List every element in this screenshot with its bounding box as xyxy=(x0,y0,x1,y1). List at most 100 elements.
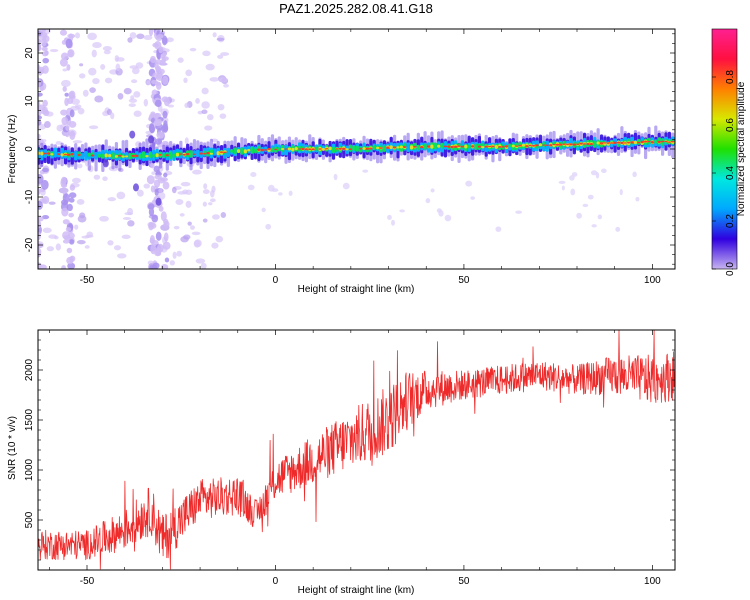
spectrogram-noise-blob xyxy=(200,262,207,269)
spectrogram-noise-blob xyxy=(136,189,144,197)
spectrogram-ridge-cell xyxy=(494,145,498,149)
spectrogram-noise-blob xyxy=(206,113,214,121)
spectrogram-noise-blob xyxy=(74,224,79,230)
spectrogram-noise-blob xyxy=(333,173,338,181)
spectrogram-noise-blob xyxy=(399,209,405,213)
spectrogram-noise-blob xyxy=(127,37,133,43)
spectrogram-ridge-cell xyxy=(549,144,553,147)
colorbar-tick-label: 0.2 xyxy=(725,214,736,228)
spectrogram-noise-blob xyxy=(77,163,83,169)
spectrogram-noise-column-blob xyxy=(38,120,42,126)
spectrogram-noise-blob xyxy=(182,189,189,195)
spectrogram-noise-column-blob xyxy=(147,203,155,210)
spectrogram-noise-blob xyxy=(444,214,452,222)
spectrogram-ridge-cell xyxy=(118,154,122,157)
spectrogram-ridge-cell xyxy=(121,155,125,158)
spectrogram-noise-blob xyxy=(104,77,113,84)
spectrogram-noise-column-blob xyxy=(69,130,76,141)
spectrogram-ridge-cell xyxy=(321,147,325,151)
spectrogram-ridge-cell xyxy=(477,145,481,148)
colorbar-tick-label: 0.0 xyxy=(725,262,736,276)
spectrogram-noise-blob xyxy=(220,212,227,218)
spectrogram-ridge-cell xyxy=(386,146,390,150)
spectrogram-noise-column-blob xyxy=(65,38,73,49)
spectrogram-ridge-cell xyxy=(572,143,576,146)
spectrogram-noise-column-blob xyxy=(38,29,46,33)
spectrogram-noise-blob xyxy=(209,198,216,203)
spectrogram-noise-blob xyxy=(117,92,124,100)
spectrogram-noise-blob xyxy=(212,32,217,38)
spectrogram-ridge-cell xyxy=(379,147,383,149)
spectrogram-noise-blob xyxy=(128,103,136,108)
spectrogram-noise-column-blob xyxy=(62,193,70,203)
spectrogram-noise-column-blob xyxy=(155,231,162,241)
snr-y-label: SNR (10 * v/v) xyxy=(7,416,18,480)
spectrogram-noise-column-blob xyxy=(65,125,70,131)
spectrogram-noise-blob xyxy=(202,189,210,195)
spectrogram-noise-blob xyxy=(91,49,97,58)
spectrogram-noise-blob xyxy=(133,110,142,117)
spectrogram-noise-blob xyxy=(615,226,621,232)
spectrogram-noise-column-blob xyxy=(38,231,41,241)
spectrogram-ridge-cell xyxy=(230,149,234,153)
spectrogram-noise-blob xyxy=(114,55,120,62)
spectrogram-ridge-cell xyxy=(454,145,458,148)
spectrogram-noise-blob xyxy=(217,103,225,111)
spectrogram-ridge-cell xyxy=(284,148,288,150)
spectrogram-feature-blob xyxy=(102,159,109,168)
spectrogram-ridge-cell xyxy=(613,141,617,144)
spectrogram-noise-column-blob xyxy=(60,52,69,61)
spectrogram-noise-blob xyxy=(582,203,589,208)
spectrogram-noise-column-blob xyxy=(69,239,75,245)
spectrogram-noise-column-blob xyxy=(164,257,170,263)
spectrogram-ridge-cell xyxy=(125,155,129,158)
spectrogram-noise-column-blob xyxy=(163,172,168,178)
spectrogram-ridge-cell xyxy=(644,140,648,143)
spectrogram-ridge-cell xyxy=(203,153,207,155)
spectrogram-noise-column-blob xyxy=(38,242,44,249)
spectrogram-noise-blob xyxy=(88,67,97,76)
spectrogram-ridge-cell xyxy=(196,149,200,158)
spectrogram-noise-column-blob xyxy=(40,32,48,38)
spectrogram-noise-blob xyxy=(391,219,395,226)
spectrogram-ridge-cell xyxy=(515,145,519,147)
spectrogram-ridge-cell xyxy=(250,146,254,154)
spectrogram-noise-blob xyxy=(48,234,58,239)
spectrogram-ridge-cell xyxy=(158,153,163,156)
spectrogram-noise-blob xyxy=(76,198,85,205)
spectrogram-ridge-cell xyxy=(141,151,146,159)
spectrogram-noise-blob xyxy=(591,224,597,228)
spectrogram-ridge-cell xyxy=(569,143,573,146)
spectrogram-noise-column-blob xyxy=(160,211,167,222)
spectrogram-x-ticks: -50 0 50 100 xyxy=(49,29,661,286)
spectrogram-ridge-cell xyxy=(671,140,675,143)
spectrogram-ridge-cell xyxy=(501,145,505,148)
spectrogram-noise-blob xyxy=(87,32,97,41)
spectrogram-noise-blob xyxy=(204,125,213,131)
spectrogram-ridge-cell xyxy=(508,143,512,148)
spectrogram-noise-blob xyxy=(189,47,197,52)
spectrogram-noise-blob xyxy=(179,213,185,217)
spectrogram-ridge-cell xyxy=(566,143,570,145)
spectrogram-noise-column-blob xyxy=(160,264,169,269)
snr-y-tick-label: 1500 xyxy=(24,408,35,431)
spectrogram-ridge-cell xyxy=(450,145,454,149)
spectrogram-noise-blob xyxy=(425,198,431,204)
spectrogram-x-tick-label: 0 xyxy=(273,275,279,286)
spectrogram-noise-blob xyxy=(77,107,85,115)
spectrogram-noise-blob xyxy=(102,176,108,181)
spectrogram-noise-column-blob xyxy=(162,241,171,250)
spectrogram-noise-blob xyxy=(49,48,59,53)
spectrogram-ridge-cell xyxy=(521,143,526,147)
spectrogram-ridge-cell xyxy=(348,144,353,152)
spectrogram-noise-blob xyxy=(55,243,62,251)
spectrogram-y-tick-label: 10 xyxy=(24,95,35,107)
spectrogram-ridge-cell xyxy=(138,154,142,159)
spectrogram-noise-column-blob xyxy=(41,215,50,220)
spectrogram-x-label: Height of straight line (km) xyxy=(298,284,415,295)
spectrogram-ridge-cell xyxy=(74,150,78,161)
spectrogram-noise-column-blob xyxy=(68,197,75,203)
spectrogram-y-label: Frequency (Hz) xyxy=(7,115,18,184)
snr-panel: -50 0 50 100 500 1000 1500 2000 Height of stra… xyxy=(7,329,676,596)
spectrogram-noise-column-blob xyxy=(156,131,165,139)
